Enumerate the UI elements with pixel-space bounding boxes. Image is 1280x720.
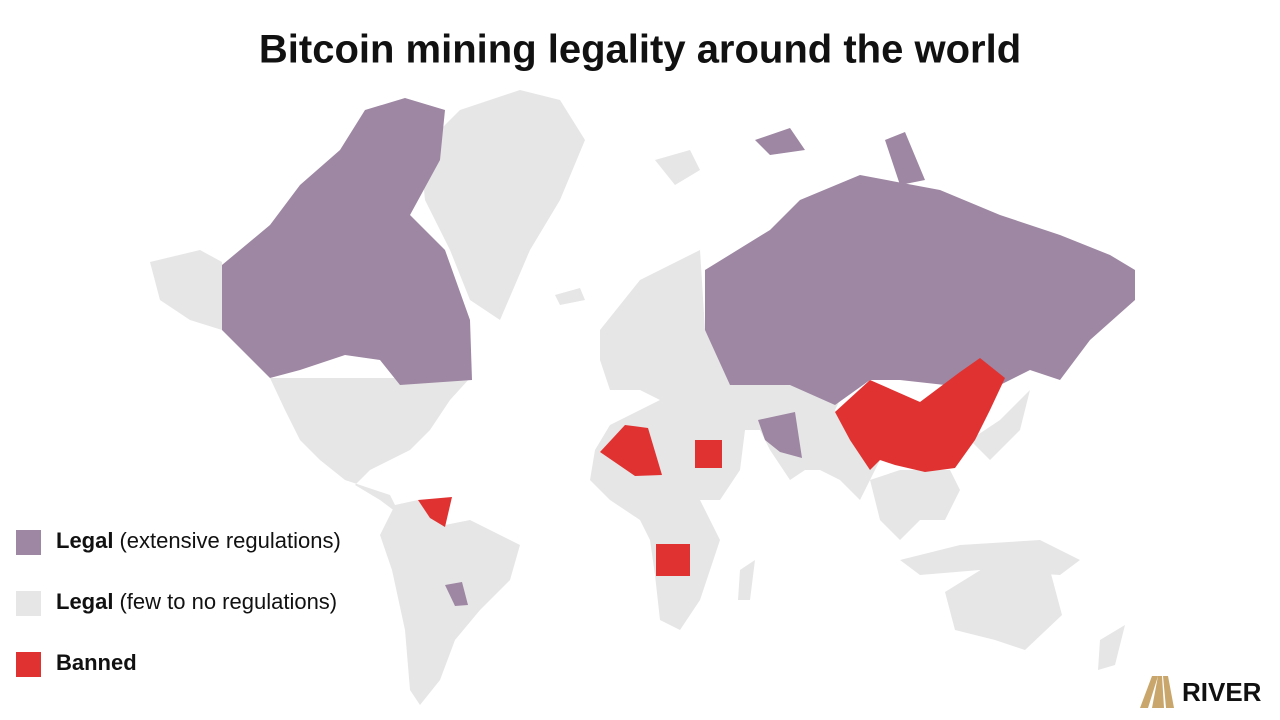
logo: RIVER — [1140, 676, 1262, 708]
land — [655, 150, 700, 185]
logo-mark — [1152, 676, 1164, 708]
legend: Legal (extensive regulations)Legal (few to… — [16, 528, 341, 677]
land — [870, 470, 960, 540]
land — [590, 250, 880, 630]
title: Bitcoin mining legality around the world — [259, 28, 1021, 72]
land — [222, 98, 472, 385]
legend-label: Banned — [56, 650, 137, 675]
legend-swatch — [16, 652, 41, 677]
logo-mark — [1140, 676, 1158, 708]
land — [420, 90, 585, 320]
legend-swatch — [16, 530, 41, 555]
legend-label: Legal — [56, 589, 113, 614]
land — [380, 500, 520, 705]
land — [600, 425, 662, 476]
land — [885, 132, 925, 185]
legend-text: Legal (few to no regulations) — [56, 589, 337, 614]
land — [738, 560, 755, 600]
land — [656, 544, 690, 576]
land — [970, 390, 1030, 460]
map — [150, 90, 1135, 705]
legend-swatch — [16, 591, 41, 616]
brand: RIVER — [1182, 677, 1262, 707]
legend-note: (few to no regulations) — [119, 589, 337, 614]
land — [758, 412, 802, 458]
land — [900, 540, 1080, 575]
legend-note: (extensive regulations) — [119, 528, 340, 553]
legend-text: Banned — [56, 650, 137, 675]
land — [270, 378, 470, 515]
land — [835, 358, 1005, 472]
land — [150, 250, 222, 330]
legend-text: Legal (extensive regulations) — [56, 528, 341, 553]
land — [695, 440, 722, 468]
logo-mark — [1163, 676, 1174, 708]
land — [555, 288, 585, 305]
land — [705, 175, 1135, 405]
land — [755, 128, 805, 155]
land — [445, 582, 468, 606]
land — [1098, 625, 1125, 670]
land — [418, 497, 452, 527]
legend-label: Legal — [56, 528, 113, 553]
land — [945, 558, 1062, 650]
